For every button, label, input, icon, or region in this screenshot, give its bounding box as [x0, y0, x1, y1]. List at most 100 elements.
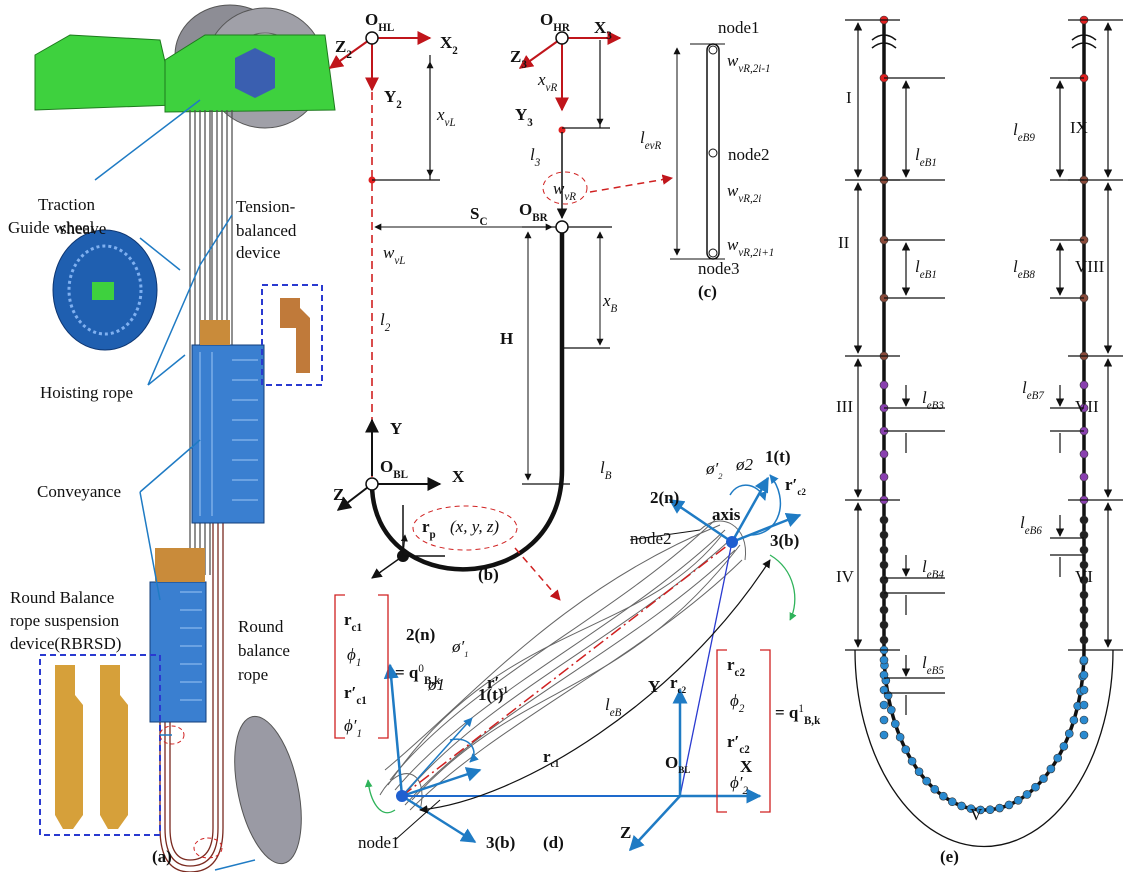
- node-dot: [948, 798, 956, 806]
- label: 3(b): [770, 531, 799, 550]
- label-part: balanced: [236, 221, 297, 240]
- label-part: IX: [1070, 118, 1088, 137]
- label-part: eB: [610, 707, 622, 719]
- panel-a-drawing: [35, 5, 335, 872]
- label-part: r′: [344, 683, 356, 702]
- label-part: 2: [346, 49, 352, 61]
- label-part: B: [611, 303, 618, 315]
- node-dot: [1060, 742, 1068, 750]
- label-part: vL: [445, 117, 456, 129]
- label: SC: [470, 204, 487, 228]
- label-part: node2: [630, 529, 672, 548]
- label-part: = q: [775, 703, 799, 722]
- label-part: eB8: [1018, 269, 1036, 281]
- node-dot: [923, 777, 931, 785]
- label-part: Y: [648, 677, 660, 696]
- label: Round: [238, 617, 284, 636]
- label-part: 1: [356, 657, 362, 669]
- figure: TractionsheaveGuide wheelTension-balance…: [0, 0, 1141, 872]
- label-part: Traction: [38, 195, 95, 214]
- label: I: [846, 88, 852, 107]
- label-part: 1: [464, 649, 468, 659]
- node-dot: [1005, 801, 1013, 809]
- node-dot: [908, 757, 916, 765]
- label: rc1: [344, 610, 362, 634]
- node-dot: [915, 768, 923, 776]
- label-part: Z: [620, 823, 631, 842]
- node-dot: [880, 561, 888, 569]
- panel-caption: (b): [478, 565, 499, 584]
- label-part: evR: [645, 140, 662, 152]
- node-dot: [880, 731, 888, 739]
- node-dot: [1080, 606, 1088, 614]
- label: V: [970, 805, 983, 824]
- label: leB5: [922, 653, 944, 677]
- label: r′c1: [344, 683, 367, 707]
- label-part: VI: [1075, 567, 1093, 586]
- label: ϕ′2: [730, 773, 749, 797]
- node-dot: [880, 473, 888, 481]
- label-part: eB6: [1025, 525, 1043, 537]
- label-part: p: [430, 529, 436, 541]
- label-part: 3: [527, 117, 533, 129]
- label: 3(b): [486, 833, 515, 852]
- label-part: BL: [678, 765, 690, 775]
- label: wvR: [553, 179, 576, 203]
- label: wvR,2i+1: [727, 235, 774, 259]
- label-part: ϕ′: [344, 716, 357, 735]
- node-dot: [1080, 473, 1088, 481]
- label-part: 1(t): [478, 685, 503, 704]
- label-part: rope: [238, 665, 268, 684]
- node-dot: [880, 381, 888, 389]
- label-part: node1: [718, 18, 760, 37]
- node-dot: [880, 606, 888, 614]
- label: l3: [530, 145, 541, 169]
- label-part: ϕ: [347, 645, 356, 664]
- label-part: 0: [418, 663, 424, 675]
- label-part: (x, y, z): [450, 517, 499, 536]
- label: II: [838, 233, 850, 252]
- label: 2(n): [406, 625, 435, 644]
- label-part: node3: [698, 259, 740, 278]
- label: leB6: [1020, 513, 1042, 537]
- label: IX: [1070, 118, 1088, 137]
- label: X2: [440, 33, 458, 57]
- node-dot: [902, 746, 910, 754]
- node-dot: [1080, 656, 1088, 664]
- label-part: Conveyance: [37, 482, 121, 501]
- label: wvL: [383, 243, 405, 267]
- label-part: 1: [798, 703, 804, 715]
- label-part: rope suspension: [10, 611, 120, 630]
- label-part: 2(n): [406, 625, 435, 644]
- label: node3: [698, 259, 740, 278]
- label-part: Tension-: [236, 197, 296, 216]
- label: 1(t): [765, 447, 790, 466]
- label-part: vR: [546, 82, 558, 94]
- label-part: eB9: [1018, 132, 1036, 144]
- label-part: balance: [238, 641, 290, 660]
- label-part: 3: [521, 59, 527, 71]
- label: r′c2: [727, 732, 750, 756]
- node-dot: [1080, 516, 1088, 524]
- node-dot: [880, 576, 888, 584]
- label-part: I: [846, 88, 852, 107]
- label-part: 2: [396, 99, 402, 111]
- node-dot: [1080, 381, 1088, 389]
- label: rc2: [670, 673, 687, 695]
- label-part: eB1: [920, 157, 937, 169]
- label: lB: [600, 458, 612, 482]
- node-dot: [880, 450, 888, 458]
- label-part: c2: [735, 667, 746, 679]
- label: ø′1: [451, 637, 468, 659]
- node-dot: [1032, 783, 1040, 791]
- node-dot: [887, 706, 895, 714]
- node-dot: [880, 591, 888, 599]
- label: VII: [1075, 397, 1099, 416]
- label: l2: [380, 310, 391, 334]
- label: leB1: [915, 145, 937, 169]
- label: III: [836, 397, 853, 416]
- node-dot: [1080, 731, 1088, 739]
- node-dot: [1080, 636, 1088, 644]
- label: rc2: [727, 655, 745, 679]
- label-part: V: [970, 805, 983, 824]
